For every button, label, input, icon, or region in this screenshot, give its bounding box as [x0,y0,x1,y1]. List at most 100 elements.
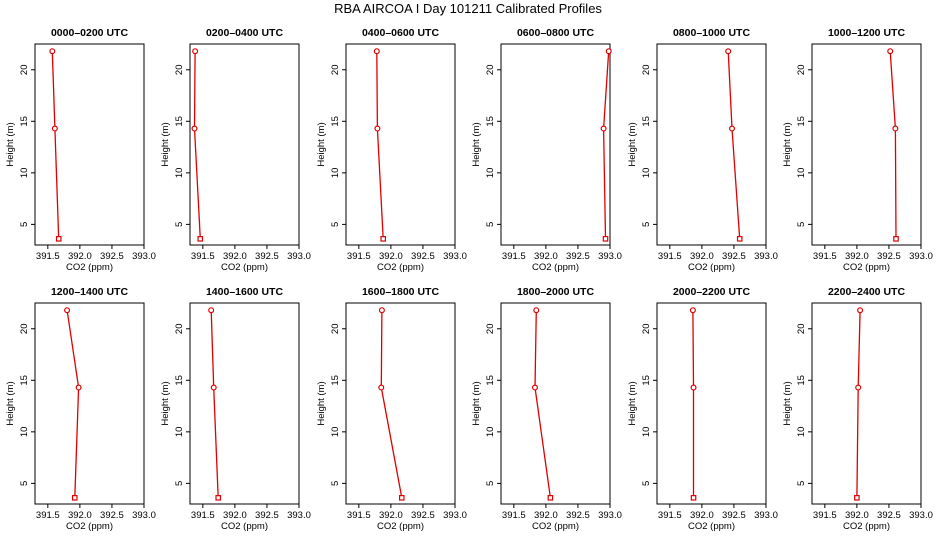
x-tick-label: 392.0 [845,510,869,521]
x-tick-label: 391.5 [813,510,837,521]
plot-frame [189,43,300,246]
y-tick-label: 10 [641,168,652,179]
profile-line [51,51,60,239]
y-axis-label: Height (m) [471,381,482,425]
y-tick-label: 15 [330,375,341,386]
x-tick-label: 393.0 [754,510,778,521]
profile-line [66,310,80,498]
x-tick-label: 392.5 [566,510,590,521]
profile-line [856,310,861,498]
x-tick-label: 392.5 [255,251,279,262]
data-point-circle [373,48,380,55]
plot-frame [811,43,922,246]
x-tick-label: 391.5 [658,510,682,521]
panel-title: 2200–2400 UTC [828,286,905,298]
x-tick-label: 392.0 [534,251,558,262]
y-axis-label: Height (m) [160,122,171,166]
x-tick-label: 393.0 [909,510,933,521]
data-point-circle [374,125,381,132]
x-tick-label: 391.5 [813,251,837,262]
x-tick-label: 392.5 [411,510,435,521]
data-point-square [55,236,62,242]
panel-title: 0600–0800 UTC [517,27,594,39]
x-tick-label: 391.5 [191,510,215,521]
data-point-circle [192,48,199,55]
y-tick-label: 15 [641,116,652,127]
y-tick-label: 10 [485,427,496,438]
data-point-circle [600,125,607,132]
x-axis-label: CO2 (ppm) [843,521,890,532]
plot-frame [345,302,456,505]
y-tick-label: 5 [796,481,807,486]
y-tick-label: 20 [19,323,30,334]
x-tick-label: 393.0 [132,510,156,521]
data-point-square [736,236,743,242]
x-axis-label: CO2 (ppm) [688,521,735,532]
panel-1: 0200–0400 UTC 391.5 392.0 392.5 393.0 5 10 15 20… [160,27,311,273]
x-tick-label: 393.0 [287,251,311,262]
y-tick-label: 10 [641,427,652,438]
y-tick-label: 15 [641,375,652,386]
data-point-circle [208,307,215,314]
y-tick-label: 15 [174,375,185,386]
x-tick-label: 392.5 [877,251,901,262]
panel-title: 1600–1800 UTC [362,286,439,298]
y-tick-label: 5 [19,481,30,486]
panel-4: 0800–1000 UTC 391.5 392.0 392.5 393.0 5 10 15 20… [627,27,778,273]
y-tick-label: 5 [641,222,652,227]
y-tick-label: 5 [174,481,185,486]
x-axis-label: CO2 (ppm) [688,262,735,273]
x-tick-label: 391.5 [347,510,371,521]
profile-line [692,310,695,498]
data-point-circle [378,384,385,391]
y-tick-label: 5 [485,481,496,486]
x-tick-label: 392.0 [223,510,247,521]
y-tick-label: 5 [174,222,185,227]
data-point-square [690,495,697,501]
y-axis-label: Height (m) [5,381,16,425]
y-axis-label: Height (m) [160,381,171,425]
panel-title: 2000–2200 UTC [673,286,750,298]
y-tick-label: 10 [174,427,185,438]
x-tick-label: 392.5 [411,251,435,262]
y-axis-label: Height (m) [5,122,16,166]
x-tick-label: 391.5 [502,251,526,262]
y-tick-label: 5 [641,481,652,486]
data-point-square [893,236,899,242]
x-tick-label: 393.0 [287,510,311,521]
y-tick-label: 5 [19,222,30,227]
y-tick-label: 20 [796,64,807,75]
panel-10: 2000–2200 UTC 391.5 392.0 392.5 393.0 5 10 15 20… [627,286,778,532]
profile-line [727,51,741,239]
y-tick-label: 20 [174,64,185,75]
y-tick-label: 20 [485,323,496,334]
y-tick-label: 10 [330,168,341,179]
page-title: RBA AIRCOA I Day 101211 Calibrated Profi… [334,1,602,16]
x-tick-label: 392.0 [68,510,92,521]
y-tick-label: 15 [485,116,496,127]
y-tick-label: 10 [330,427,341,438]
x-axis-label: CO2 (ppm) [532,521,579,532]
data-point-circle [531,384,538,391]
x-tick-label: 392.0 [223,251,247,262]
data-point-circle [855,384,862,391]
data-point-circle [210,384,217,391]
y-tick-label: 5 [796,222,807,227]
x-tick-label: 391.5 [502,510,526,521]
panel-title: 0200–0400 UTC [206,27,283,39]
x-axis-label: CO2 (ppm) [221,262,268,273]
panel-3: 0600–0800 UTC 391.5 392.0 392.5 393.0 5 10 15 20… [471,27,622,273]
x-tick-label: 392.5 [100,510,124,521]
data-point-square [547,495,554,501]
panel-title: 1800–2000 UTC [517,286,594,298]
y-tick-label: 20 [641,323,652,334]
data-point-circle [378,307,385,314]
x-tick-label: 392.5 [877,510,901,521]
y-tick-label: 10 [19,427,30,438]
panel-title: 1200–1400 UTC [51,286,128,298]
data-point-circle [857,307,864,314]
data-point-circle [690,384,697,391]
x-tick-label: 393.0 [754,251,778,262]
data-point-circle [887,48,894,55]
data-point-square [197,236,204,242]
